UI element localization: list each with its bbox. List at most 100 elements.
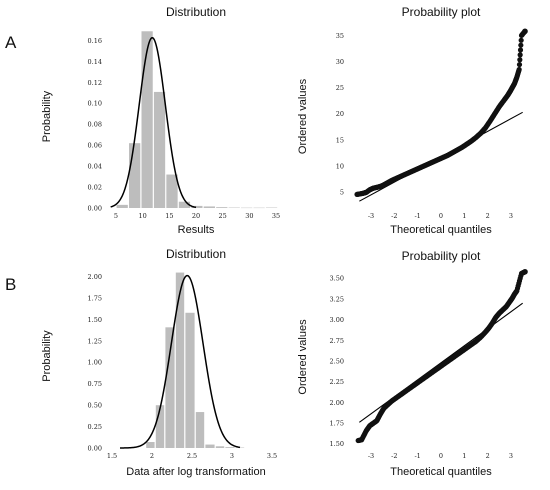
y-tick-label: 0.04 xyxy=(88,162,102,170)
histogram-bar xyxy=(204,206,215,208)
x-tick-label: -2 xyxy=(391,212,397,220)
y-tick-label: 2.75 xyxy=(330,337,344,345)
panel-letter-b: B xyxy=(5,275,16,294)
histogram-bar xyxy=(225,447,234,448)
x-tick-label: -1 xyxy=(414,212,420,220)
x-axis-label: Data after log transformation xyxy=(126,466,265,478)
y-tick-label: 0.02 xyxy=(88,183,102,191)
x-tick-label: 3.5 xyxy=(267,452,277,460)
x-tick-label: 5 xyxy=(114,212,118,220)
y-tick-label: 1.75 xyxy=(88,295,102,303)
y-tick-label: 0.16 xyxy=(88,37,102,45)
fit-line xyxy=(359,303,522,422)
x-tick-label: 20 xyxy=(192,212,200,220)
histogram-bar xyxy=(196,412,204,448)
x-tick-label: 3 xyxy=(509,212,513,220)
chart-title: Distribution xyxy=(166,5,226,19)
y-tick-label: 10 xyxy=(336,162,344,170)
data-point xyxy=(519,38,524,43)
y-tick-label: 1.25 xyxy=(88,337,102,345)
y-tick-label: 0.75 xyxy=(88,380,102,388)
histogram-bar xyxy=(117,205,128,208)
x-tick-label: 3 xyxy=(230,452,234,460)
y-tick-label: 0.50 xyxy=(88,402,102,410)
data-point xyxy=(518,47,523,52)
x-tick-label: 15 xyxy=(165,212,173,220)
y-tick-label: 15 xyxy=(336,136,344,144)
y-tick-label: 0.00 xyxy=(88,204,102,212)
x-tick-label: 35 xyxy=(272,212,280,220)
chart-title: Distribution xyxy=(166,247,226,261)
fit-curve xyxy=(111,38,196,208)
x-tick-label: 3 xyxy=(509,452,513,460)
histogram-bar xyxy=(129,143,140,208)
data-point xyxy=(517,62,522,67)
data-point xyxy=(522,269,528,275)
histogram-bar xyxy=(146,442,154,448)
y-tick-label: 1.00 xyxy=(88,359,102,367)
x-tick-label: 0 xyxy=(439,212,443,220)
x-tick-label: 25 xyxy=(219,212,227,220)
data-point xyxy=(522,28,528,34)
x-axis-label: Results xyxy=(178,224,215,236)
x-tick-label: -3 xyxy=(368,212,374,220)
x-tick-label: 2 xyxy=(486,212,490,220)
x-tick-label: 1.5 xyxy=(107,452,117,460)
data-point xyxy=(517,57,522,62)
data-point xyxy=(518,43,523,48)
histogram-bar xyxy=(216,207,227,208)
x-tick-label: 2.5 xyxy=(187,452,197,460)
histogram-bar xyxy=(165,327,174,448)
x-tick-label: 30 xyxy=(245,212,253,220)
y-tick-label: 3.25 xyxy=(330,295,344,303)
chart-title: Probability plot xyxy=(402,5,481,19)
data-point xyxy=(518,52,523,57)
y-tick-label: 0.14 xyxy=(88,58,102,66)
histogram-bar xyxy=(185,313,194,448)
y-axis-label: Probability xyxy=(41,330,53,382)
y-tick-label: 0.08 xyxy=(88,121,102,129)
y-tick-label: 1.50 xyxy=(88,316,102,324)
data-point xyxy=(517,67,522,72)
y-tick-label: 0.10 xyxy=(88,100,102,108)
panel-letter-a: A xyxy=(5,33,17,52)
chart-a-distribution: Distribution Results Probability 5 10 15 20 25 3… xyxy=(41,5,280,236)
x-tick-label: -2 xyxy=(391,452,397,460)
histogram-bar xyxy=(154,92,165,208)
y-tick-label: 2.50 xyxy=(330,357,344,365)
chart-title: Probability plot xyxy=(402,249,481,263)
histogram-bar xyxy=(205,445,214,448)
y-axis-label: Probability xyxy=(41,90,53,142)
x-tick-label: 2 xyxy=(486,452,490,460)
y-tick-label: 2.25 xyxy=(330,378,344,386)
x-axis-label: Theoretical quantiles xyxy=(390,224,492,236)
y-tick-label: 0.25 xyxy=(88,423,102,431)
chart-b-distribution: Distribution Data after log transformatio… xyxy=(41,247,277,478)
x-axis-label: Theoretical quantiles xyxy=(390,466,492,478)
x-tick-label: 1 xyxy=(462,452,466,460)
y-tick-label: 0.12 xyxy=(88,79,102,87)
x-tick-label: -1 xyxy=(414,452,420,460)
y-axis-label: Ordered values xyxy=(297,78,309,154)
x-tick-label: -3 xyxy=(368,452,374,460)
y-axis-label: Ordered values xyxy=(297,319,309,395)
chart-a-probability-plot: Probability plot Theoretical quantiles Ord… xyxy=(297,5,528,236)
x-tick-label: 0 xyxy=(439,452,443,460)
y-tick-label: 25 xyxy=(336,84,344,92)
y-tick-label: 1.75 xyxy=(330,419,344,427)
y-tick-label: 30 xyxy=(336,58,344,66)
x-tick-label: 10 xyxy=(139,212,147,220)
x-tick-label: 1 xyxy=(462,212,466,220)
histogram-bar xyxy=(142,31,153,208)
y-tick-label: 35 xyxy=(336,32,344,40)
histogram-bar xyxy=(166,175,177,208)
y-tick-label: 3.00 xyxy=(330,316,344,324)
y-tick-label: 20 xyxy=(336,110,344,118)
y-tick-label: 0.00 xyxy=(88,444,102,452)
y-tick-label: 5 xyxy=(340,189,344,197)
y-tick-label: 2.00 xyxy=(330,399,344,407)
y-tick-label: 3.50 xyxy=(330,275,344,283)
histogram-bar xyxy=(216,446,224,448)
